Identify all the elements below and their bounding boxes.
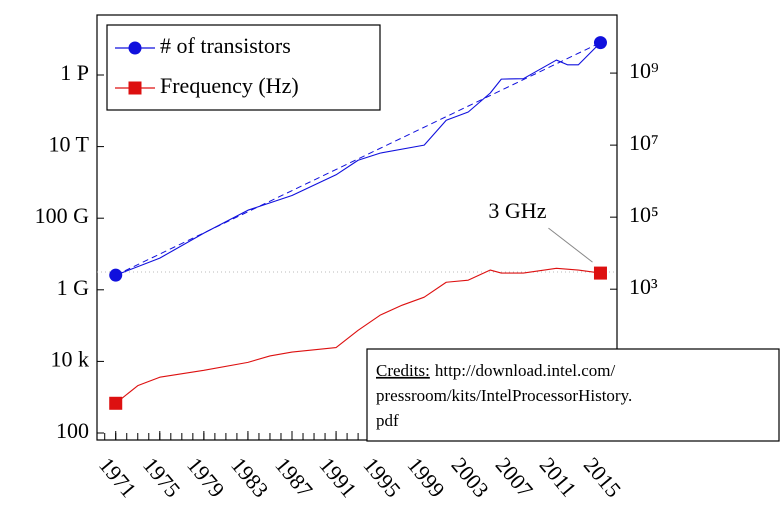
y2-tick-label: 10⁷ xyxy=(629,130,659,155)
x-tick-label: 1971 xyxy=(94,452,141,502)
series-marker xyxy=(593,36,607,50)
x-tick-label: 1987 xyxy=(270,452,317,502)
annotation: 3 GHz xyxy=(488,198,546,223)
credits-text: pdf xyxy=(376,411,399,430)
credits-box xyxy=(366,348,780,442)
credits-text: pressroom/kits/IntelProcessorHistory. xyxy=(376,386,632,405)
y-tick-label: 100 xyxy=(56,418,89,443)
series-marker xyxy=(109,268,123,282)
x-tick-label: 1991 xyxy=(314,452,361,502)
legend-marker xyxy=(128,41,142,55)
x-tick-label: 1999 xyxy=(403,452,450,502)
x-tick-label: 2003 xyxy=(447,452,494,502)
series-marker xyxy=(593,266,607,280)
x-tick-label: 1995 xyxy=(358,452,405,502)
x-tick-label: 1983 xyxy=(226,452,273,502)
legend-box xyxy=(106,24,381,111)
y-tick-label: 10 T xyxy=(48,132,89,157)
plot-frame xyxy=(96,14,618,441)
x-tick-label: 2007 xyxy=(491,452,538,502)
y-tick-label: 10 k xyxy=(51,346,90,371)
annotation-leader xyxy=(548,227,593,263)
x-tick-label: 2015 xyxy=(579,452,626,502)
y-tick-label: 1 G xyxy=(57,275,90,300)
y2-tick-label: 10³ xyxy=(629,274,658,299)
y2-tick-label: 10⁹ xyxy=(629,58,659,83)
series-line xyxy=(115,267,601,404)
legend-label: Frequency (Hz) xyxy=(160,73,299,98)
series-line xyxy=(115,42,601,276)
y2-tick-label: 10⁵ xyxy=(629,202,659,227)
legend-label: # of transistors xyxy=(160,33,291,58)
legend-marker xyxy=(128,81,142,95)
credits-label: Credits: xyxy=(376,361,430,380)
x-tick-label: 1975 xyxy=(138,452,185,502)
y-tick-label: 100 G xyxy=(35,203,90,228)
x-tick-label: 2011 xyxy=(535,452,582,501)
y-tick-label: 1 P xyxy=(60,60,89,85)
series-marker xyxy=(109,396,123,410)
credits-text: http://download.intel.com/ xyxy=(435,361,616,380)
x-tick-label: 1979 xyxy=(182,452,229,502)
